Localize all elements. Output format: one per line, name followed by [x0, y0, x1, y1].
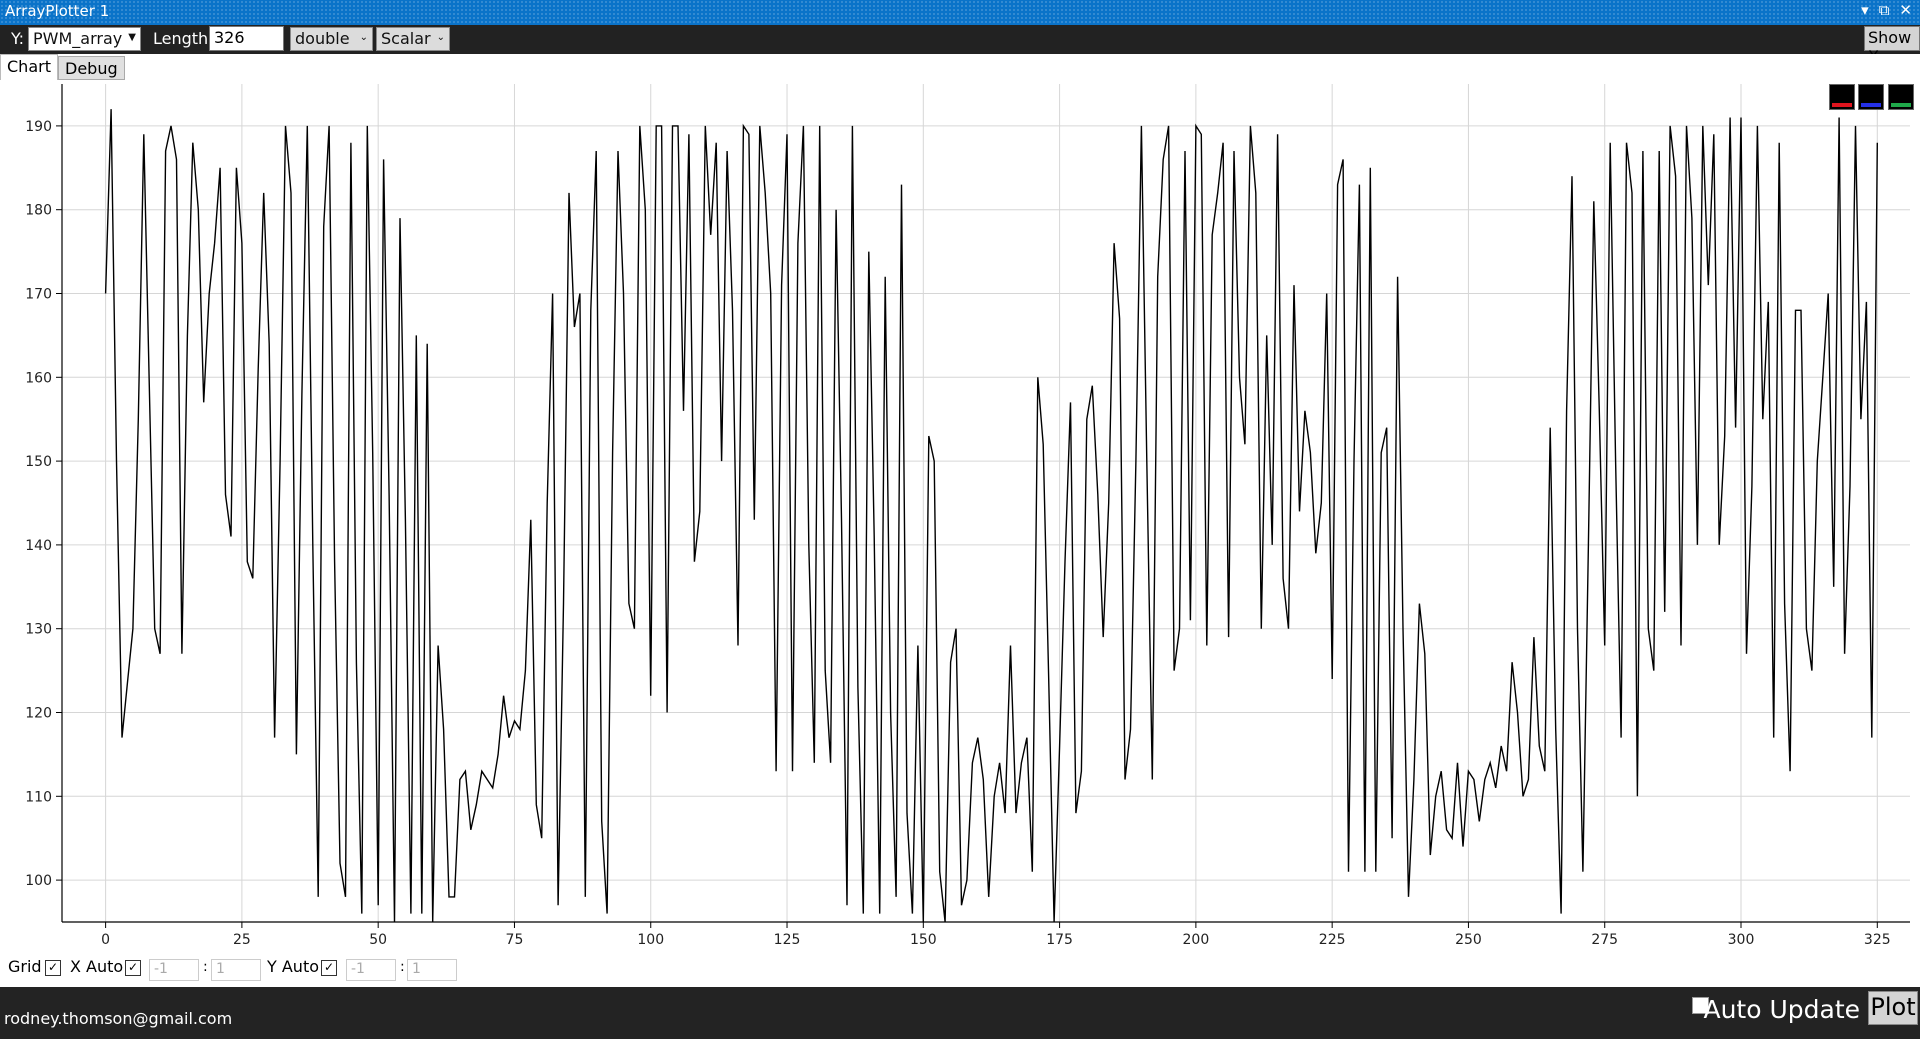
x-min-input[interactable]: -1: [149, 959, 199, 981]
legend-swatch-2: [1891, 103, 1911, 107]
data-type-select[interactable]: double ⌄: [290, 27, 373, 51]
y-tick-label: 190: [25, 119, 52, 135]
mode-value: Scalar: [381, 29, 431, 48]
x-tick-label: 25: [233, 932, 251, 948]
x-range-separator: :: [203, 959, 208, 975]
axes: 0 25 50 75 100 125 150 175 200 225 250 275 300 325 100…: [25, 84, 1910, 948]
show-x-button[interactable]: Show X: [1864, 26, 1920, 66]
data-type-value: double: [295, 29, 350, 48]
series-line: [104, 109, 1878, 923]
legend-color-red[interactable]: [1829, 84, 1855, 110]
x-max-input[interactable]: 1: [211, 959, 261, 981]
tab-strip: Chart Debug: [0, 54, 1920, 80]
grid-checkbox[interactable]: ✓: [45, 960, 61, 976]
x-tick-label: 275: [1591, 932, 1618, 948]
y-range-separator: :: [400, 959, 405, 975]
legend-color-blue[interactable]: [1858, 84, 1884, 110]
y-tick-label: 140: [25, 538, 52, 554]
axis-options-bar: Grid ✓ X Auto ✓ -1 : 1 Y Auto ✓ -1 : 1: [0, 951, 1920, 987]
length-input[interactable]: 326: [209, 26, 284, 51]
tab-chart[interactable]: Chart: [0, 54, 58, 80]
legend-swatch-1: [1861, 103, 1881, 107]
y-label: Y:: [11, 29, 25, 48]
y-min-input[interactable]: -1: [346, 959, 396, 981]
y-array-value: PWM_array: [33, 29, 123, 48]
y-tick-label: 180: [25, 203, 52, 219]
x-tick-label: 125: [774, 932, 801, 948]
x-tick-label: 150: [910, 932, 937, 948]
plot-button[interactable]: Plot: [1868, 991, 1918, 1025]
y-tick-label: 120: [25, 706, 52, 722]
chevron-down-icon: ▼: [128, 32, 136, 43]
dropdown-icon[interactable]: ▾: [1861, 1, 1869, 19]
x-tick-label: 175: [1046, 932, 1073, 948]
y-auto-checkbox[interactable]: ✓: [321, 960, 337, 976]
y-tick-label: 160: [25, 370, 52, 386]
title-bar: ArrayPlotter 1 ▾ ⧉ ✕: [0, 0, 1920, 25]
window-title: ArrayPlotter 1: [5, 2, 110, 20]
y-tick-label: 130: [25, 622, 52, 638]
author-email: rodney.thomson@gmail.com: [4, 1009, 233, 1028]
chevron-down-icon: ⌄: [436, 32, 445, 43]
legend-swatch-0: [1832, 103, 1852, 107]
y-array-select[interactable]: PWM_array ▼: [28, 27, 141, 51]
status-bar: rodney.thomson@gmail.com Auto Update Plo…: [0, 987, 1920, 1039]
y-auto-label: Y Auto: [267, 957, 320, 976]
auto-update-checkbox[interactable]: [1692, 997, 1709, 1014]
restore-icon[interactable]: ⧉: [1878, 1, 1890, 19]
legend-color-green[interactable]: [1888, 84, 1914, 110]
length-label: Length:: [153, 29, 214, 48]
x-tick-label: 225: [1319, 932, 1346, 948]
toolbar: Y: PWM_array ▼ Length: 326 double ⌄ Scal…: [0, 25, 1920, 66]
x-tick-label: 75: [506, 932, 524, 948]
y-tick-label: 100: [25, 873, 52, 889]
close-icon[interactable]: ✕: [1899, 1, 1912, 19]
x-tick-label: 325: [1864, 932, 1891, 948]
x-tick-label: 50: [369, 932, 387, 948]
chart: 0 25 50 75 100 125 150 175 200 225 250 275 300 325 100…: [25, 84, 1910, 948]
x-tick-label: 0: [101, 932, 110, 948]
tab-debug[interactable]: Debug: [58, 56, 125, 80]
x-tick-label: 250: [1455, 932, 1482, 948]
x-tick-label: 100: [637, 932, 664, 948]
x-auto-checkbox[interactable]: ✓: [125, 960, 141, 976]
x-tick-label: 300: [1728, 932, 1755, 948]
chevron-down-icon: ⌄: [359, 32, 368, 43]
window-controls: ▾ ⧉ ✕: [1861, 1, 1912, 19]
x-tick-label: 200: [1183, 932, 1210, 948]
y-tick-label: 110: [25, 789, 52, 805]
y-tick-label: 150: [25, 454, 52, 470]
auto-update-label: Auto Update: [1703, 995, 1860, 1024]
y-max-input[interactable]: 1: [407, 959, 457, 981]
x-auto-label: X Auto: [70, 957, 124, 976]
y-tick-label: 170: [25, 287, 52, 303]
mode-select[interactable]: Scalar ⌄: [376, 27, 450, 51]
grid-label: Grid: [8, 957, 42, 976]
